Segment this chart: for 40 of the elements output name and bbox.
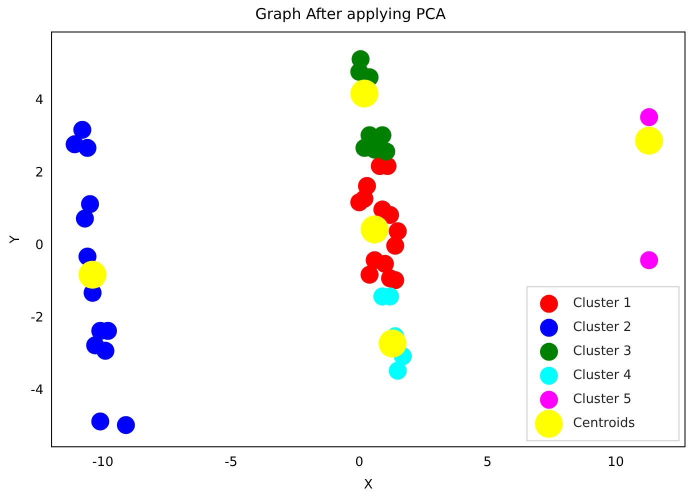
point (376, 254, 394, 273)
legend-label: Cluster 1 (573, 296, 632, 312)
point (360, 266, 379, 284)
legend-label: Cluster 4 (573, 368, 632, 384)
y-tick-label: 2 (35, 166, 44, 181)
point (76, 210, 94, 228)
x-tick-label: 10 (607, 454, 624, 470)
y-tick-label: 4 (35, 93, 44, 108)
legend-label: Cluster 2 (573, 320, 632, 336)
point (96, 342, 114, 360)
point (350, 193, 368, 212)
point (360, 215, 389, 244)
x-tick-label: 5 (483, 454, 492, 470)
point (381, 206, 400, 224)
y-axis-title: Y (8, 235, 24, 244)
legend-label: Cluster 5 (573, 392, 632, 408)
y-tick-label: -2 (30, 310, 44, 326)
point (388, 362, 407, 380)
point (116, 416, 135, 434)
x-tick-label: 0 (355, 454, 364, 470)
legend-label: Cluster 3 (573, 344, 632, 360)
point (78, 260, 107, 289)
point (388, 222, 407, 240)
point (91, 412, 110, 430)
point (635, 126, 664, 155)
point (378, 330, 407, 358)
point (386, 236, 404, 255)
point (640, 108, 658, 126)
y-tick-label: -4 (30, 383, 44, 398)
chart-title: Graph After applying PCA (255, 4, 447, 23)
x-tick-label: -5 (224, 454, 238, 470)
point (350, 80, 378, 108)
point (73, 120, 92, 139)
x-axis-title: X (364, 478, 373, 493)
point (78, 138, 96, 157)
point (81, 195, 100, 214)
point (640, 251, 658, 270)
y-tick-label: 0 (35, 238, 44, 254)
x-tick-label: -10 (92, 454, 114, 470)
legend-label: Centroids (573, 416, 636, 432)
